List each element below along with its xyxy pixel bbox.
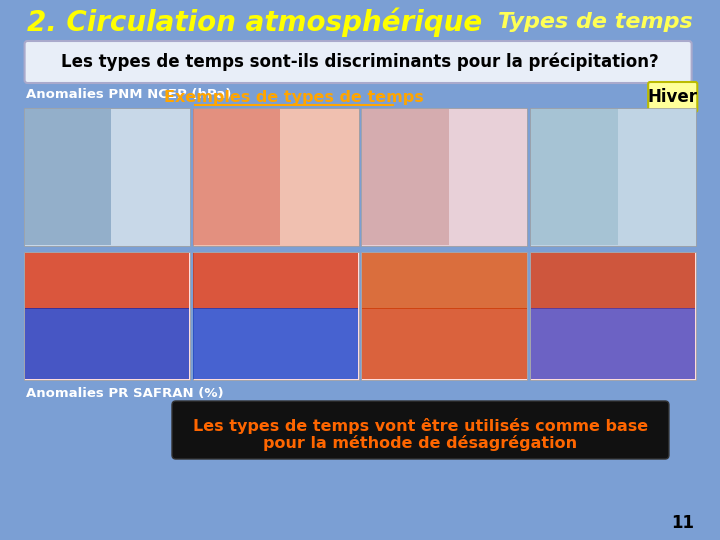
Bar: [531, 108, 696, 246]
Bar: [24, 252, 189, 380]
Bar: [192, 252, 359, 380]
Text: Les types de temps vont être utilisés comme base: Les types de temps vont être utilisés co…: [193, 418, 648, 434]
Bar: [361, 108, 528, 246]
FancyBboxPatch shape: [172, 401, 669, 459]
Bar: [531, 109, 618, 245]
Bar: [24, 109, 111, 245]
Bar: [361, 252, 528, 380]
Bar: [531, 253, 696, 309]
Bar: [192, 108, 359, 246]
Bar: [362, 253, 526, 309]
Bar: [362, 308, 526, 379]
Text: Hiver: Hiver: [648, 88, 698, 106]
Text: pour la méthode de désagrégation: pour la méthode de désagrégation: [264, 435, 577, 451]
Bar: [194, 253, 358, 309]
Text: Exemples de types de temps: Exemples de types de temps: [164, 90, 424, 105]
FancyBboxPatch shape: [24, 41, 692, 83]
Bar: [531, 308, 696, 379]
Text: 11: 11: [672, 514, 695, 532]
Bar: [194, 109, 280, 245]
Bar: [24, 308, 189, 379]
Bar: [194, 308, 358, 379]
Text: Les types de temps sont-ils discriminants pour la précipitation?: Les types de temps sont-ils discriminant…: [61, 53, 659, 71]
Text: Anomalies PR SAFRAN (%): Anomalies PR SAFRAN (%): [25, 387, 223, 400]
Bar: [362, 109, 449, 245]
Text: 2. Circulation atmosphérique: 2. Circulation atmosphérique: [27, 7, 482, 37]
FancyBboxPatch shape: [648, 82, 697, 112]
Bar: [24, 253, 189, 309]
Text: Anomalies PNM NCEP (hPa): Anomalies PNM NCEP (hPa): [25, 88, 231, 101]
Text: Types de temps: Types de temps: [498, 12, 693, 32]
Bar: [531, 252, 696, 380]
Bar: [24, 108, 189, 246]
